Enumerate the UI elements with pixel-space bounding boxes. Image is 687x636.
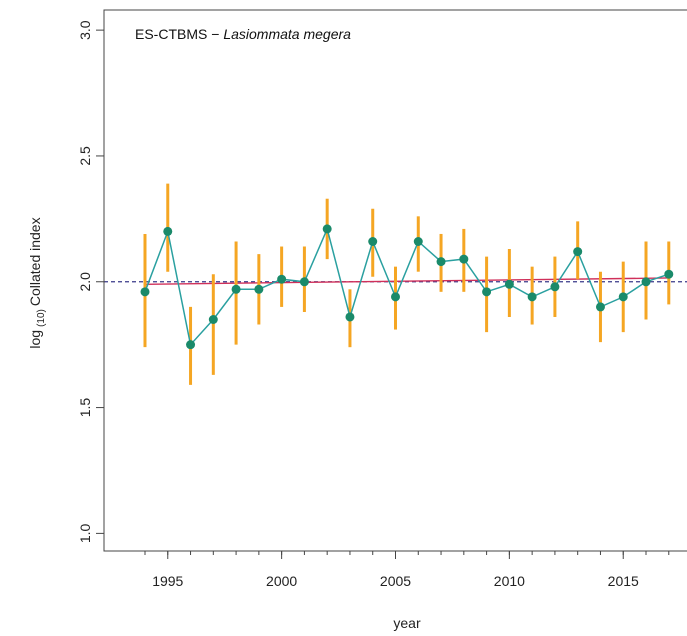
data-point: [345, 312, 355, 322]
data-point: [140, 287, 150, 297]
data-point: [368, 236, 378, 246]
data-point: [413, 236, 423, 246]
y-axis-title-sub: (10): [36, 309, 47, 327]
data-point: [641, 277, 651, 287]
data-point: [322, 224, 332, 234]
y-tick-label: 2.0: [77, 272, 93, 292]
y-tick-label: 2.5: [77, 146, 93, 166]
y-tick-label: 1.5: [77, 398, 93, 418]
data-point: [208, 315, 218, 325]
x-tick-label: 2010: [494, 573, 525, 589]
x-tick-label: 1995: [152, 573, 183, 589]
x-axis: 1995 2000 2005 2010 2015: [144, 550, 670, 589]
data-point: [664, 269, 674, 279]
y-tick-label: 3.0: [77, 20, 93, 40]
data-point: [573, 247, 583, 257]
x-tick-label: 2015: [608, 573, 639, 589]
plot-title-site: ES-CTBMS: [135, 26, 207, 42]
data-point: [391, 292, 400, 302]
data-point: [459, 254, 469, 264]
x-tick-label: 2000: [266, 573, 297, 589]
data-point: [436, 257, 446, 267]
plot-title-species: Lasiommata megera: [223, 26, 351, 42]
data-point: [254, 284, 264, 294]
data-point: [595, 302, 605, 312]
data-point: [504, 279, 514, 289]
y-axis-title-main: log: [27, 330, 43, 349]
series-line: [144, 226, 670, 347]
data-point: [231, 284, 241, 294]
y-tick-label: 1.0: [77, 523, 93, 543]
data-point: [277, 274, 287, 284]
series-points: [140, 224, 674, 350]
y-axis: 1.0 1.5 2.0 2.5 3.0: [77, 20, 105, 543]
series-lines: [144, 226, 670, 347]
plot-title: ES-CTBMS − Lasiommata megera: [135, 26, 351, 42]
x-tick-label: 2005: [380, 573, 411, 589]
data-point: [550, 282, 560, 292]
x-axis-title: year: [393, 615, 421, 631]
error-bars: [143, 183, 671, 385]
data-point: [163, 226, 173, 236]
data-point: [527, 292, 537, 302]
trend-line: [144, 277, 669, 285]
y-axis-title-rest: Collated index: [27, 217, 43, 306]
data-point: [482, 287, 492, 297]
y-axis-title: log (10) Collated index: [27, 217, 47, 348]
data-point: [618, 292, 628, 302]
data-point: [186, 340, 196, 350]
data-point: [299, 277, 309, 287]
